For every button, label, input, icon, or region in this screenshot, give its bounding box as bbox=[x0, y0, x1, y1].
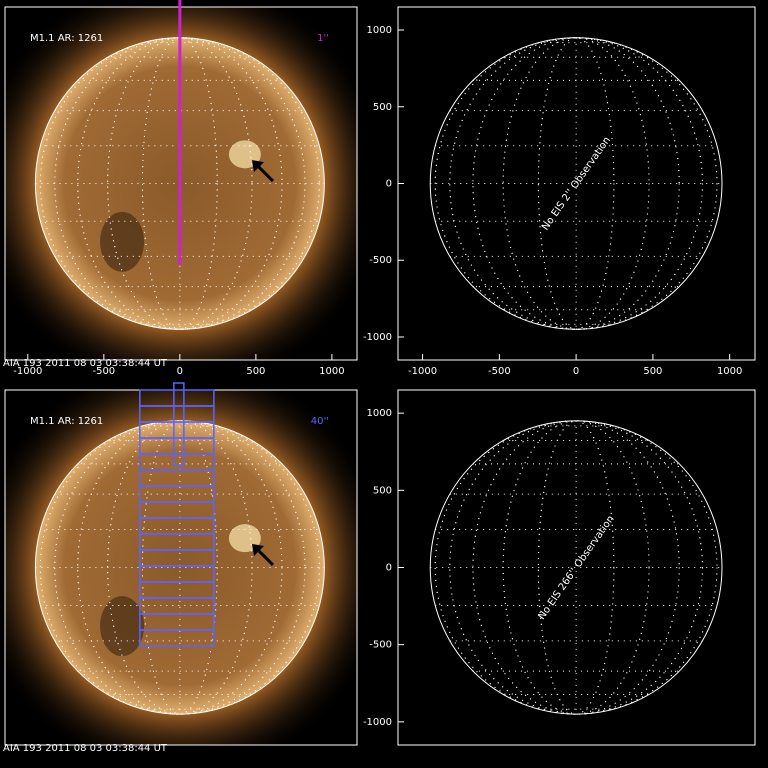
slit-label: 1'' bbox=[317, 33, 329, 44]
arrow-head bbox=[251, 160, 264, 173]
meridian bbox=[472, 420, 680, 715]
panel bbox=[4, 389, 358, 746]
meridian bbox=[141, 37, 218, 330]
x-tick-label: 500 bbox=[246, 366, 265, 377]
panel: -1000 -500 0 500 1000 bbox=[363, 389, 756, 746]
y-tick-label: -500 bbox=[369, 255, 392, 266]
meridian bbox=[54, 420, 306, 715]
caption: AIA 193 2011 08 03 03:38:44 UT bbox=[3, 358, 168, 369]
panel-content bbox=[5, 390, 357, 745]
x-tick-label: 1000 bbox=[319, 366, 344, 377]
y-tick-label: 500 bbox=[373, 485, 392, 496]
y-tick-label: 1000 bbox=[367, 408, 392, 419]
panel-content bbox=[429, 37, 723, 330]
panel-label: M1.1 AR: 1261 bbox=[30, 33, 103, 44]
y-tick-label: 1000 bbox=[367, 25, 392, 36]
meridian bbox=[54, 37, 306, 330]
meridian bbox=[449, 37, 703, 330]
x-tick-label: -500 bbox=[488, 366, 511, 377]
x-tick-label: -1000 bbox=[408, 366, 437, 377]
meridian bbox=[39, 420, 320, 715]
caption: AIA 193 2011 08 03 03:38:44 UT bbox=[3, 743, 168, 754]
meridian bbox=[472, 37, 680, 330]
meridian bbox=[434, 37, 718, 330]
slit-label: 40'' bbox=[311, 416, 329, 427]
y-tick-label: 0 bbox=[386, 179, 392, 190]
panel: -1000 -500 0 500 1000 -1000 -500 0 500 1000 bbox=[363, 6, 756, 377]
panel-content bbox=[429, 420, 723, 715]
raster-box bbox=[173, 382, 185, 466]
meridian bbox=[449, 420, 703, 715]
y-tick-label: 500 bbox=[373, 102, 392, 113]
panel-label: M1.1 AR: 1261 bbox=[30, 416, 103, 427]
arrow-head bbox=[251, 543, 264, 556]
meridian bbox=[537, 420, 615, 715]
x-tick-label: 1000 bbox=[717, 366, 742, 377]
y-tick-label: -1000 bbox=[363, 717, 392, 728]
x-tick-label: 0 bbox=[177, 366, 183, 377]
meridian bbox=[502, 37, 650, 330]
x-tick-label: 500 bbox=[643, 366, 662, 377]
y-tick-label: -1000 bbox=[363, 332, 392, 343]
y-tick-label: 0 bbox=[386, 563, 392, 574]
meridian bbox=[141, 420, 218, 715]
raster-box bbox=[139, 629, 215, 647]
x-tick-label: -500 bbox=[92, 366, 115, 377]
x-tick-label: 0 bbox=[573, 366, 579, 377]
x-tick-label: -1000 bbox=[13, 366, 42, 377]
meridian bbox=[537, 37, 615, 330]
y-tick-label: -500 bbox=[369, 640, 392, 651]
